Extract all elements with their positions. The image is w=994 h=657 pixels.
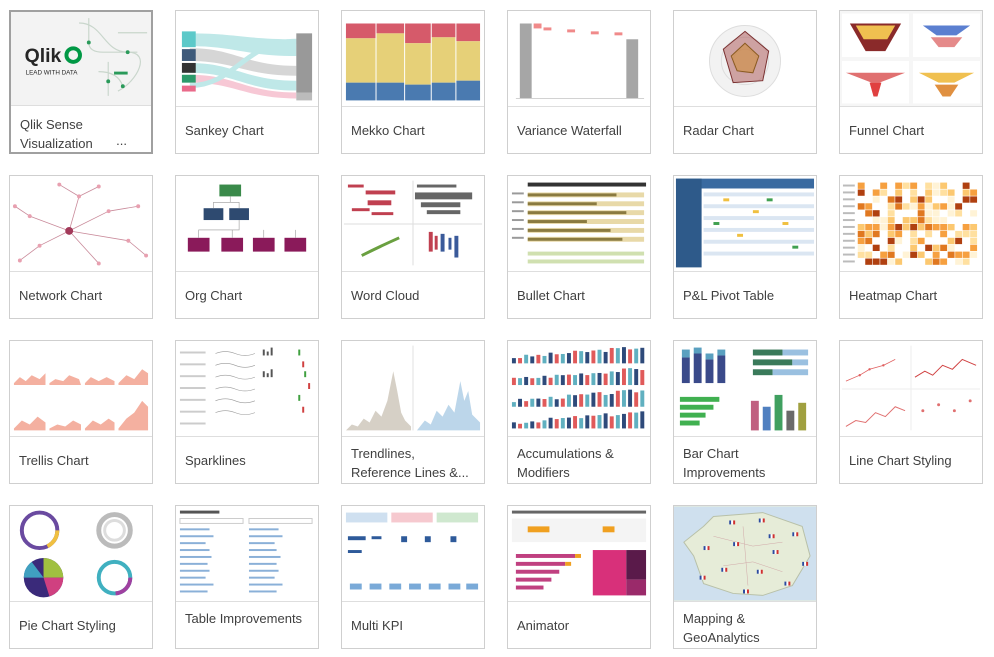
thumbnail-table [176, 506, 318, 602]
card-title: Trellis Chart [19, 453, 89, 468]
thumbnail-sparklines [176, 341, 318, 437]
card-funnel-chart[interactable]: Funnel Chart [839, 10, 983, 154]
card-title: Accumulations & Modifiers [517, 446, 614, 479]
thumbnail-line-styling [840, 341, 982, 437]
thumbnail-bullet [508, 176, 650, 272]
card-word-cloud[interactable]: Word Cloud [341, 175, 485, 319]
card-title: Network Chart [19, 288, 103, 303]
thumbnail-waterfall [508, 11, 650, 107]
card-pl-pivot-table[interactable]: P&L Pivot Table [673, 175, 817, 319]
thumbnail-radar [674, 11, 816, 107]
card-mapping-geoanalytics[interactable]: Mapping & GeoAnalytics [673, 505, 817, 649]
card-accumulations[interactable]: Accumulations & Modifiers [507, 340, 651, 484]
card-multi-kpi[interactable]: Multi KPI [341, 505, 485, 649]
thumbnail-multi-kpi [342, 506, 484, 602]
card-title: Word Cloud [351, 288, 420, 303]
thumbnail-bar-improvements [674, 341, 816, 437]
card-title: Funnel Chart [849, 123, 925, 138]
thumbnail-org [176, 176, 318, 272]
thumbnail-accumulations [508, 341, 650, 437]
card-radar-chart[interactable]: Radar Chart [673, 10, 817, 154]
card-trellis-chart[interactable]: Trellis Chart [9, 340, 153, 484]
card-title: Heatmap Chart [849, 288, 938, 303]
thumbnail-network [10, 176, 152, 272]
card-mekko-chart[interactable]: Mekko Chart [341, 10, 485, 154]
card-title: Line Chart Styling [849, 453, 952, 468]
card-sparklines[interactable]: Sparklines [175, 340, 319, 484]
card-title: P&L Pivot Table [683, 288, 775, 303]
thumbnail-heatmap [840, 176, 982, 272]
card-title: Pie Chart Styling [19, 618, 116, 633]
card-title: Bullet Chart [517, 288, 585, 303]
card-title: Animator [517, 618, 570, 633]
card-title: Table Improvements [185, 611, 303, 626]
thumbnail-pivot [674, 176, 816, 272]
card-title: Multi KPI [351, 618, 404, 633]
card-org-chart[interactable]: Org Chart [175, 175, 319, 319]
card-bar-chart-improvements[interactable]: Bar Chart Improvements [673, 340, 817, 484]
thumbnail-sankey [176, 11, 318, 107]
card-title: Variance Waterfall [517, 123, 622, 138]
card-pie-chart-styling[interactable]: Pie Chart Styling [9, 505, 153, 649]
card-title: Mekko Chart [351, 123, 425, 138]
thumbnail-qlik-sense: Qlik LEAD WITH DATA [11, 12, 151, 106]
card-bullet-chart[interactable]: Bullet Chart [507, 175, 651, 319]
svg-text:Qlik: Qlik [25, 45, 62, 67]
card-title: Sparklines [185, 453, 246, 468]
card-network-chart[interactable]: Network Chart [9, 175, 153, 319]
thumbnail-trellis [10, 341, 152, 437]
card-heatmap-chart[interactable]: Heatmap Chart [839, 175, 983, 319]
card-animator[interactable]: Animator [507, 505, 651, 649]
card-title: Sankey Chart [185, 123, 264, 138]
thumbnail-animator [508, 506, 650, 602]
card-title: Trendlines, Reference Lines &... [351, 446, 469, 479]
thumbnail-funnel [840, 11, 982, 107]
card-title: Radar Chart [683, 123, 754, 138]
card-qlik-sense-visualization[interactable]: Qlik LEAD WITH DATA Qlik Sense Visualiza… [9, 10, 153, 154]
card-title: Bar Chart Improvements [683, 446, 766, 479]
qlik-logo-image: Qlik LEAD WITH DATA [11, 13, 151, 104]
thumbnail-trendlines [342, 341, 484, 437]
ellipsis: ... [116, 133, 127, 148]
card-title: Qlik Sense Visualization [20, 117, 93, 148]
card-trendlines[interactable]: Trendlines, Reference Lines &... [341, 340, 485, 484]
thumbnail-mekko [342, 11, 484, 107]
thumbnail-pie-styling [10, 506, 152, 602]
card-sankey-chart[interactable]: Sankey Chart [175, 10, 319, 154]
card-line-chart-styling[interactable]: Line Chart Styling [839, 340, 983, 484]
card-variance-waterfall[interactable]: Variance Waterfall [507, 10, 651, 154]
thumbnail-map [674, 506, 816, 602]
thumbnail-word-cloud [342, 176, 484, 272]
card-table-improvements[interactable]: Table Improvements [175, 505, 319, 649]
card-title: Org Chart [185, 288, 243, 303]
svg-text:LEAD WITH DATA: LEAD WITH DATA [26, 70, 79, 77]
card-title: Mapping & GeoAnalytics [683, 611, 760, 644]
